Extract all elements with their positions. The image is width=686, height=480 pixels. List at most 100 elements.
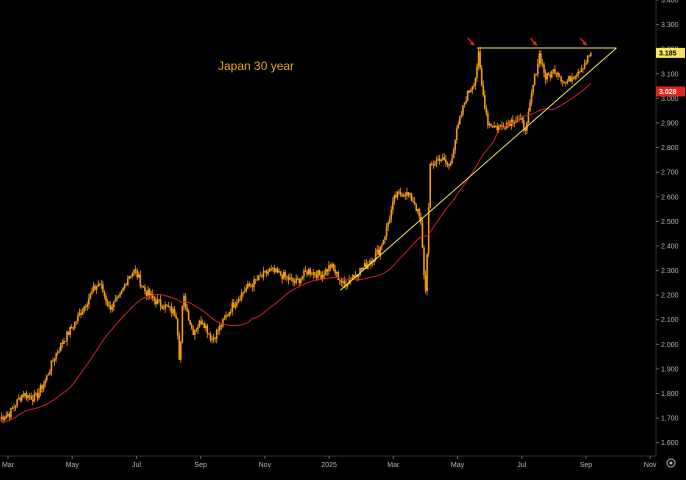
candle-body	[243, 290, 246, 292]
candle-body	[328, 265, 330, 272]
candle-body	[279, 271, 282, 276]
candle-body	[292, 278, 294, 282]
candle-body	[339, 279, 341, 281]
candle-body	[491, 126, 494, 128]
candle-body	[141, 285, 143, 287]
candle-body	[220, 325, 223, 327]
candle-body	[382, 239, 385, 245]
candle-body	[83, 306, 85, 312]
candle-body	[123, 284, 126, 288]
candle-body	[38, 392, 40, 398]
candle-body	[120, 290, 123, 294]
candle-body	[499, 125, 502, 127]
candle-body	[399, 192, 402, 195]
candle-body	[293, 281, 296, 283]
candle-body	[426, 253, 428, 292]
candle-body	[49, 371, 51, 375]
candle-body	[239, 299, 241, 301]
candle-body	[286, 276, 288, 278]
candle-body	[561, 81, 564, 83]
candle-body	[128, 275, 131, 279]
candle-body	[374, 252, 377, 260]
candle-body	[278, 271, 280, 273]
candle-body	[309, 269, 312, 275]
candle-body	[186, 307, 188, 311]
x-tick-label: Mar	[2, 462, 15, 469]
candle-body	[6, 414, 9, 416]
x-tick-label: Jul	[132, 462, 141, 469]
candle-body	[586, 55, 589, 63]
candle-body	[362, 267, 364, 270]
candle-body	[27, 395, 29, 398]
candle-body	[360, 268, 363, 270]
candle-body	[318, 270, 321, 275]
candle-body	[306, 271, 308, 275]
y-tick-label: 2.200	[661, 293, 679, 300]
candle-body	[114, 299, 117, 302]
peak-arrows	[467, 37, 588, 46]
candle-body	[443, 157, 446, 160]
y-axis: 3.4003.3003.2003.1003.0002.9002.8002.700…	[655, 0, 679, 455]
candle-body	[173, 309, 176, 317]
candle-body	[2, 416, 4, 420]
candle-body	[64, 341, 67, 342]
candle-body	[248, 283, 251, 286]
x-tick-label: Sep	[194, 462, 207, 469]
chart-title: Japan 30 year	[218, 59, 294, 73]
candle-body	[418, 208, 421, 217]
candle-body	[588, 55, 591, 57]
candle-body	[455, 128, 458, 141]
candle-body	[457, 124, 460, 129]
candle-body	[111, 307, 114, 310]
candle-body	[460, 114, 463, 117]
candle-body	[384, 236, 386, 240]
y-tick-label: 3.400	[661, 0, 679, 5]
candle-body	[480, 68, 483, 86]
candle-body	[183, 295, 185, 306]
candle-body	[170, 306, 173, 314]
candle-body	[530, 93, 533, 103]
candle-body	[289, 277, 291, 280]
candle-body	[236, 302, 238, 306]
x-axis: Mar May Jul Sep Nov 2025 Mar May Jul Sep Nov	[0, 455, 657, 469]
candle-body	[351, 277, 354, 281]
candle-body	[304, 270, 307, 272]
candle-body	[565, 82, 567, 84]
candle-body	[264, 270, 266, 272]
candle-body	[226, 315, 229, 317]
candle-body	[568, 75, 570, 82]
candle-body	[165, 304, 168, 306]
candle-body	[501, 125, 503, 126]
candle-body	[84, 306, 87, 308]
candle-body	[331, 264, 333, 268]
candle-body	[281, 275, 283, 279]
candle-body	[462, 105, 464, 115]
candle-body	[21, 394, 23, 401]
y-tick-label: 2.100	[661, 317, 679, 324]
candle-body	[142, 286, 145, 288]
candle-body	[498, 126, 500, 131]
candle-body	[353, 274, 355, 278]
candle-body	[538, 53, 541, 64]
ma-value-badge	[656, 86, 685, 97]
candle-body	[315, 274, 318, 278]
candle-body	[504, 128, 506, 130]
settings-icon[interactable]	[666, 458, 676, 468]
y-tick-label: 2.400	[661, 243, 679, 250]
candle-body	[265, 270, 268, 274]
candle-body	[544, 72, 547, 80]
candle-body	[167, 305, 170, 308]
candle-body	[3, 417, 6, 420]
candle-body	[452, 149, 455, 159]
candle-body	[28, 395, 31, 397]
candle-body	[540, 53, 542, 64]
candle-body	[72, 327, 75, 329]
candle-body	[449, 163, 452, 166]
candle-body	[571, 77, 573, 82]
y-tick-label: 3.000	[661, 96, 679, 103]
candle-body	[16, 399, 18, 406]
candle-body	[175, 316, 177, 319]
candle-body	[61, 343, 64, 345]
candle-body	[438, 158, 441, 161]
